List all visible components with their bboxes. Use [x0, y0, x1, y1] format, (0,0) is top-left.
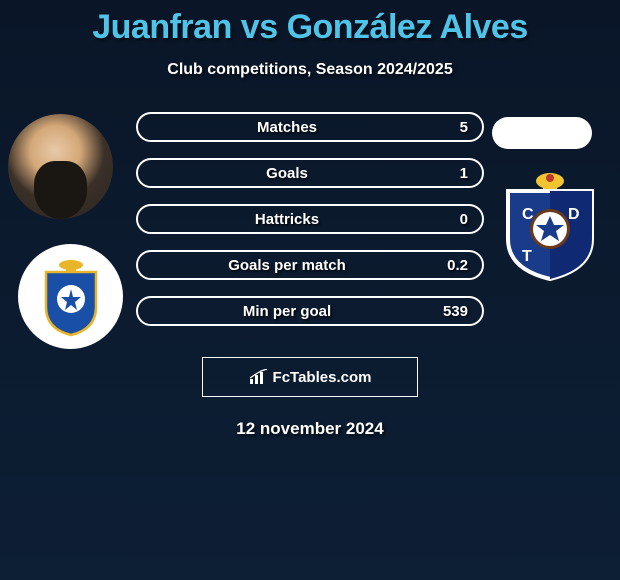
vs-separator: vs — [241, 8, 278, 46]
stat-label: Matches — [138, 119, 436, 136]
stats-area: C T D Matches 5 Goals 1 Hattricks 0 Goal… — [0, 109, 620, 339]
stat-label: Min per goal — [138, 303, 436, 320]
stat-label: Goals — [138, 165, 436, 182]
date: 12 november 2024 — [0, 419, 620, 439]
stat-row-matches: Matches 5 — [136, 112, 484, 142]
player2-club-logo: C T D — [500, 169, 600, 281]
player1-name: Juanfran — [92, 8, 232, 46]
subtitle: Club competitions, Season 2024/2025 — [0, 61, 620, 79]
svg-text:T: T — [522, 248, 532, 265]
attribution-box: FcTables.com — [202, 357, 418, 397]
attribution-text: FcTables.com — [273, 369, 372, 386]
stat-value: 0 — [436, 211, 468, 228]
stat-value: 0.2 — [436, 257, 468, 274]
stat-row-min-per-goal: Min per goal 539 — [136, 296, 484, 326]
stat-label: Hattricks — [138, 211, 436, 228]
stat-row-goals-per-match: Goals per match 0.2 — [136, 250, 484, 280]
comparison-title: Juanfran vs González Alves — [0, 0, 620, 47]
tenerife-crest-icon: C T D — [500, 169, 600, 281]
stat-value: 539 — [436, 303, 468, 320]
player2-name: González Alves — [287, 8, 528, 46]
stat-value: 5 — [436, 119, 468, 136]
oviedo-crest-icon — [36, 257, 106, 337]
player1-photo — [8, 114, 113, 219]
chart-icon — [249, 369, 269, 385]
stat-value: 1 — [436, 165, 468, 182]
svg-text:C: C — [522, 206, 534, 223]
stat-row-hattricks: Hattricks 0 — [136, 204, 484, 234]
stat-row-goals: Goals 1 — [136, 158, 484, 188]
player2-photo-placeholder — [492, 117, 592, 149]
player1-club-logo — [18, 244, 123, 349]
stat-label: Goals per match — [138, 257, 436, 274]
svg-text:D: D — [568, 206, 580, 223]
